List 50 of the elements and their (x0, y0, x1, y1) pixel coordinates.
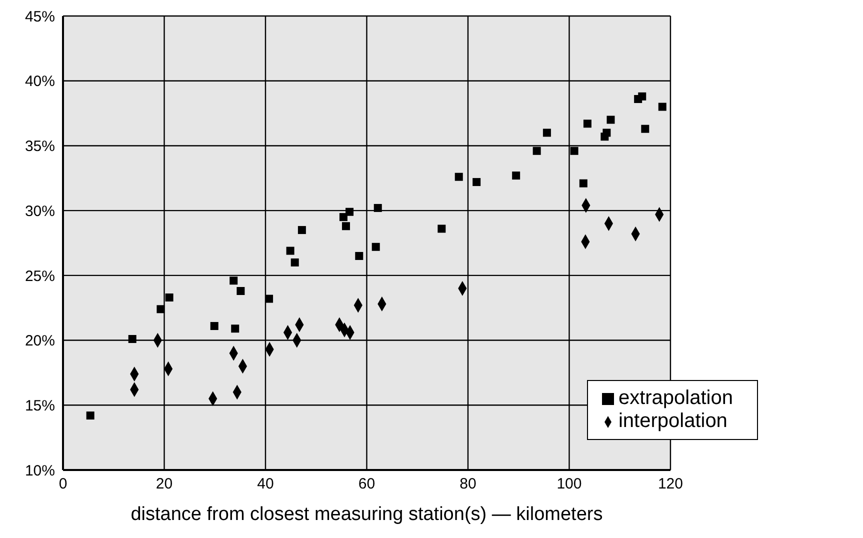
x-tick-label: 120 (658, 476, 683, 493)
legend-label: interpolation (618, 410, 728, 432)
point (512, 172, 520, 180)
y-tick-label: 35% (24, 138, 55, 156)
point (231, 324, 240, 333)
y-tick-label: 25% (24, 268, 55, 285)
point (606, 116, 615, 124)
x-tick-label: 0 (58, 476, 68, 493)
point (638, 92, 646, 100)
point (372, 242, 380, 251)
point (290, 258, 299, 266)
point (210, 322, 218, 330)
point (298, 226, 306, 234)
point (374, 204, 382, 212)
point (339, 213, 348, 222)
y-tick-label: 10% (24, 462, 55, 480)
point (355, 252, 364, 260)
y-tick-label: 40% (24, 73, 55, 90)
point (579, 179, 588, 188)
point (128, 334, 136, 343)
point (286, 246, 294, 255)
x-axis-title: distance from closest measuring station(s) — kilometers (130, 504, 603, 525)
point (265, 294, 274, 303)
point (532, 146, 541, 155)
point (156, 305, 165, 314)
point (86, 412, 94, 420)
y-tick-label: 15% (24, 397, 55, 414)
point (438, 224, 446, 233)
x-tick-label: 100 (556, 476, 582, 493)
point (602, 128, 611, 137)
point (342, 222, 350, 230)
legend-label: extrapolation (618, 387, 733, 409)
point (165, 293, 174, 302)
point (454, 172, 463, 181)
point (583, 120, 592, 128)
point (542, 128, 551, 137)
x-tick-label: 20 (156, 476, 173, 493)
y-tick-label: 45% (24, 8, 55, 26)
x-tick-label: 60 (358, 476, 376, 493)
point (658, 102, 666, 111)
point (230, 276, 238, 285)
point (570, 146, 578, 155)
point (641, 124, 650, 133)
y-tick-label: 30% (24, 202, 55, 220)
point (236, 286, 245, 295)
x-tick-label: 80 (460, 476, 476, 493)
point (472, 178, 481, 186)
y-tick-label: 20% (24, 332, 55, 350)
x-tick-label: 40 (257, 476, 274, 493)
point (346, 208, 354, 216)
